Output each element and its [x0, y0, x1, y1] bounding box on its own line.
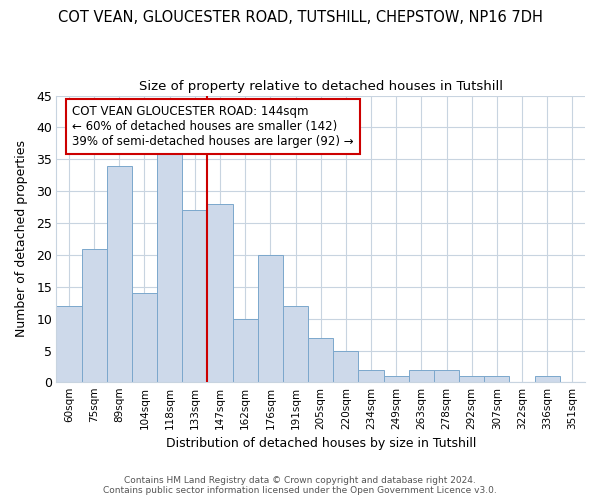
- Title: Size of property relative to detached houses in Tutshill: Size of property relative to detached ho…: [139, 80, 503, 93]
- Bar: [358, 370, 383, 382]
- X-axis label: Distribution of detached houses by size in Tutshill: Distribution of detached houses by size …: [166, 437, 476, 450]
- Bar: [535, 376, 560, 382]
- Bar: [434, 370, 459, 382]
- Bar: [233, 318, 258, 382]
- Bar: [283, 306, 308, 382]
- Bar: [383, 376, 409, 382]
- Bar: [409, 370, 434, 382]
- Bar: [157, 153, 182, 382]
- Bar: [258, 255, 283, 382]
- Bar: [132, 293, 157, 382]
- Bar: [484, 376, 509, 382]
- Text: COT VEAN, GLOUCESTER ROAD, TUTSHILL, CHEPSTOW, NP16 7DH: COT VEAN, GLOUCESTER ROAD, TUTSHILL, CHE…: [58, 10, 542, 25]
- Bar: [56, 306, 82, 382]
- Bar: [208, 204, 233, 382]
- Bar: [333, 350, 358, 382]
- Bar: [459, 376, 484, 382]
- Bar: [182, 210, 208, 382]
- Text: Contains HM Land Registry data © Crown copyright and database right 2024.
Contai: Contains HM Land Registry data © Crown c…: [103, 476, 497, 495]
- Y-axis label: Number of detached properties: Number of detached properties: [15, 140, 28, 338]
- Bar: [107, 166, 132, 382]
- Text: COT VEAN GLOUCESTER ROAD: 144sqm
← 60% of detached houses are smaller (142)
39% : COT VEAN GLOUCESTER ROAD: 144sqm ← 60% o…: [72, 105, 353, 148]
- Bar: [308, 338, 333, 382]
- Bar: [82, 248, 107, 382]
